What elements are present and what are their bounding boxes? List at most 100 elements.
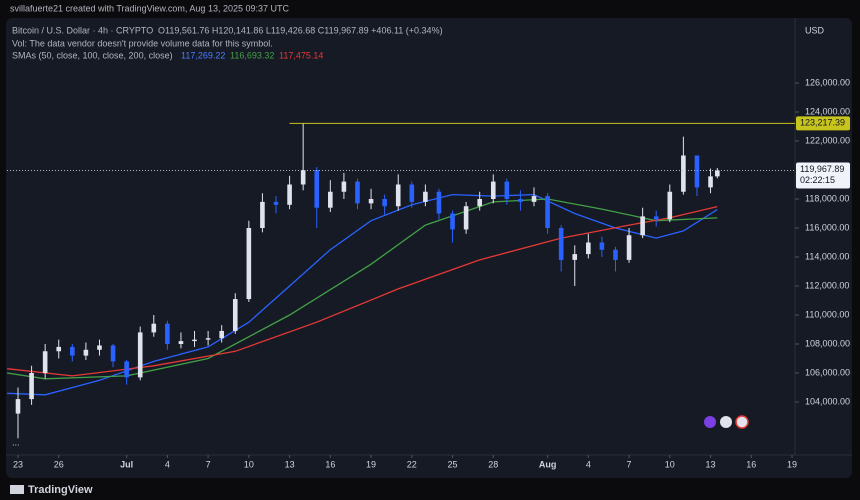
candle-body <box>219 330 224 339</box>
candle-body <box>395 184 401 207</box>
candle-body <box>205 338 211 340</box>
candle-body <box>56 346 62 352</box>
candle-body <box>273 201 279 205</box>
candle-body <box>715 170 720 177</box>
more: ... <box>12 437 20 447</box>
candle-body <box>423 191 428 202</box>
x-tick-label: 10 <box>665 459 675 469</box>
candle-body <box>70 346 75 356</box>
candle-body <box>436 191 442 214</box>
candle-body <box>42 351 48 374</box>
x-tick-label: 4 <box>586 459 591 469</box>
y-tick-label: 122,000.00 <box>805 135 850 145</box>
ohlc: O119,561.76 H120,141.86 L119,426.68 C119… <box>158 25 443 35</box>
last-price-bg <box>796 162 850 189</box>
candle-body <box>653 216 659 220</box>
candle-body <box>355 181 360 204</box>
x-tick-label: 28 <box>488 459 498 469</box>
volume-note: Vol: The data vendor doesn't provide vol… <box>12 38 273 48</box>
x-tick-label: 23 <box>13 459 23 469</box>
x-tick-label: 22 <box>407 459 417 469</box>
candle-body <box>178 341 184 345</box>
symbol: Bitcoin / U.S. Dollar · 4h · CRYPTO <box>12 25 153 35</box>
x-tick-label: 13 <box>706 459 716 469</box>
y-tick-label: 126,000.00 <box>805 77 850 87</box>
y-tick-label: 106,000.00 <box>805 367 850 377</box>
brand: TradingView <box>28 484 93 496</box>
candle-body <box>110 345 116 362</box>
level-label-bg <box>796 116 850 131</box>
plot <box>7 122 795 439</box>
candle-body <box>137 332 143 378</box>
candle-body <box>192 339 197 342</box>
x-tick-label: 13 <box>285 459 295 469</box>
candle-body <box>314 169 320 208</box>
candle-body <box>450 213 455 230</box>
last-price-label: 119,967.89 <box>800 164 844 174</box>
x-tick-label: 16 <box>746 459 756 469</box>
y-tick-label: 104,000.00 <box>805 396 850 406</box>
sma-value: 116,693.32 <box>230 50 274 60</box>
candle-body <box>531 196 537 202</box>
sma-value: 117,269.22 <box>181 50 225 60</box>
candle-body <box>260 201 265 228</box>
countdown: 02:22:15 <box>800 175 835 185</box>
candle-body <box>124 361 129 378</box>
candle-body <box>681 155 686 192</box>
candle-body <box>151 323 157 333</box>
candle-body <box>246 227 252 300</box>
candle-body <box>613 249 618 260</box>
y-tick-label: 124,000.00 <box>805 106 850 116</box>
candle-body <box>504 181 510 199</box>
candle-body <box>586 242 591 255</box>
candle-body <box>165 323 170 345</box>
candle-body <box>640 216 645 236</box>
x-tick-label: 16 <box>325 459 335 469</box>
sma-value: 117,475.14 <box>279 50 323 60</box>
x-tick-label: 25 <box>448 459 458 469</box>
candle-body <box>490 181 496 199</box>
sma-label: SMAs (50, close, 100, close, 200, close) <box>12 50 173 60</box>
chart-panel <box>6 18 852 478</box>
x-tick-label: 7 <box>206 459 211 469</box>
candle-body <box>558 227 564 260</box>
y-tick-label: 112,000.00 <box>805 280 849 290</box>
candle-body <box>287 184 292 205</box>
y-tick-label: 110,000.00 <box>805 309 849 319</box>
candle-body <box>518 198 523 202</box>
candle-body <box>626 235 632 260</box>
candle-body <box>328 191 333 208</box>
candle-body <box>667 191 673 220</box>
candle-body <box>694 155 700 188</box>
currency: USD <box>805 25 825 35</box>
x-tick-label: 19 <box>366 459 376 469</box>
candle-body <box>83 349 89 356</box>
candle-body <box>368 198 374 204</box>
candle-body <box>545 196 550 228</box>
candle-body <box>300 169 306 185</box>
brand-logo <box>10 485 24 494</box>
event-icons <box>704 415 749 429</box>
sma-line <box>7 193 718 396</box>
credit: svillafuerte21 created with TradingView.… <box>10 3 289 13</box>
x-tick-label: Aug <box>539 459 557 469</box>
candle-body <box>463 206 469 230</box>
sma-line <box>7 198 718 380</box>
candle-body <box>15 399 21 414</box>
y-tick-label: 116,000.00 <box>805 222 849 232</box>
candle-body <box>708 176 713 188</box>
candle-body <box>572 254 578 260</box>
x-tick-label: 26 <box>54 459 64 469</box>
x-tick-label: Jul <box>120 459 133 469</box>
candle-body <box>232 299 238 331</box>
candle-body <box>409 184 415 202</box>
candle-body <box>29 373 34 400</box>
candle-body <box>599 242 605 250</box>
y-tick-label: 114,000.00 <box>805 251 849 261</box>
x-tick-label: 19 <box>787 459 797 469</box>
candle-body <box>97 345 102 350</box>
x-tick-label: 4 <box>165 459 170 469</box>
candle-body <box>477 198 482 207</box>
x-tick-label: 10 <box>244 459 254 469</box>
